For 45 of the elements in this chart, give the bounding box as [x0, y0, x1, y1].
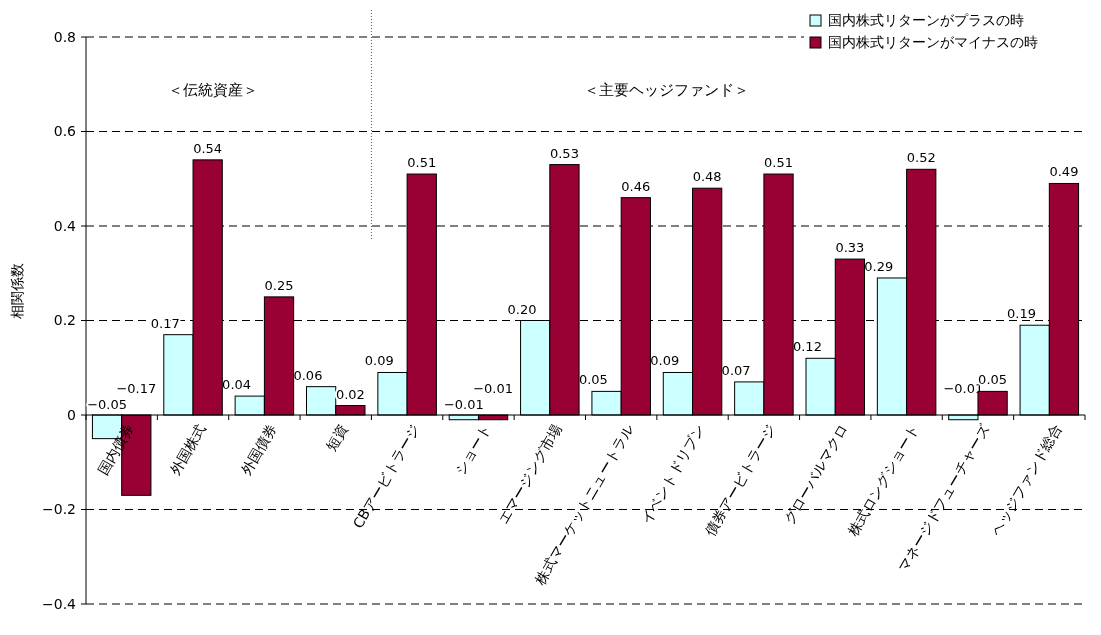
data-label: 0.25 — [264, 277, 294, 293]
data-label: 0.53 — [549, 145, 579, 161]
data-label: 0.49 — [1049, 164, 1079, 180]
annotation: ＜主要ヘッジファンド＞ — [584, 81, 750, 99]
data-label: 0.19 — [1007, 306, 1036, 322]
data-label: 0.51 — [407, 155, 437, 171]
data-label: 0.20 — [507, 301, 537, 317]
data-label: −0.01 — [473, 381, 514, 396]
data-label: 0.46 — [621, 178, 651, 194]
data-label: 0.51 — [764, 155, 793, 171]
data-label: −0.17 — [116, 381, 157, 396]
y-tick-label: −0.2 — [42, 501, 76, 518]
data-label: 0.29 — [864, 258, 894, 274]
x-tick-label: 国内債券 — [94, 421, 137, 478]
data-label: 0.05 — [578, 372, 608, 388]
y-tick-label: 0.6 — [53, 123, 77, 140]
legend-label: 国内株式リターンがマイナスの時 — [828, 33, 1038, 50]
x-tick-label: ショート — [451, 421, 494, 478]
x-tick-label: 外国債券 — [237, 421, 280, 478]
data-label: 0.02 — [335, 386, 365, 402]
legend-label: 国内株式リターンがプラスの時 — [828, 11, 1024, 28]
y-tick-label: 0.2 — [53, 312, 76, 329]
x-tick-label: グローバルマクロ — [780, 421, 851, 527]
data-label: 0.52 — [906, 150, 936, 166]
y-axis-title: 相関係数 — [9, 262, 25, 319]
data-label: 0.33 — [835, 240, 865, 256]
annotation: ＜伝統資産＞ — [168, 81, 259, 99]
data-label: −0.01 — [443, 397, 484, 412]
y-tick-label: 0 — [67, 406, 76, 423]
y-tick-label: 0.4 — [53, 217, 77, 234]
data-label: 0.12 — [792, 339, 822, 355]
data-label: 0.48 — [692, 169, 722, 185]
data-label: 0.07 — [721, 362, 751, 378]
y-tick-label: −0.4 — [42, 595, 77, 612]
x-tick-label: 外国株式 — [166, 421, 209, 478]
data-label: −0.05 — [87, 397, 127, 412]
data-label: 0.06 — [293, 367, 323, 383]
x-tick-label: 短資 — [322, 421, 351, 454]
data-label: 0.54 — [193, 140, 223, 156]
data-label: 0.09 — [364, 353, 394, 369]
y-tick-label: 0.8 — [53, 28, 76, 45]
x-tick-label: CBアービトラージ — [349, 421, 423, 532]
data-label: 0.09 — [650, 353, 680, 369]
data-label: 0.04 — [222, 377, 252, 393]
x-tick-label: エマージング市場 — [495, 421, 565, 527]
